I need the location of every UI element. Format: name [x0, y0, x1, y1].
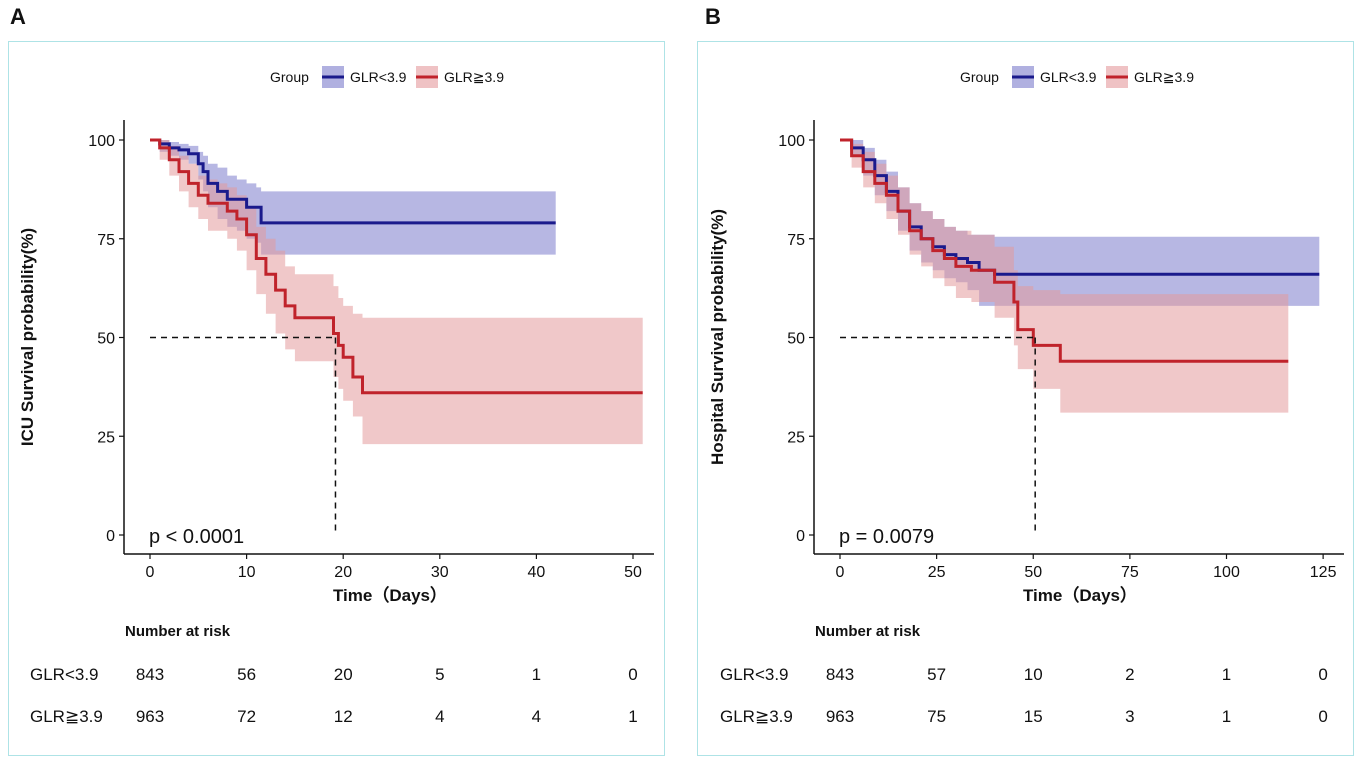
p0-y-tick-label: 25 — [97, 429, 115, 446]
p0-survival-curve-0 — [150, 138, 556, 225]
p0-p-value: p < 0.0001 — [149, 526, 244, 548]
p0-ci-band-1 — [150, 140, 643, 445]
p1-x-tick-label: 125 — [1310, 564, 1337, 581]
p0-legend-label-0: GLR<3.9 — [350, 69, 407, 85]
p0-y-tick-label: 0 — [106, 528, 115, 545]
p0-risk-value: 1 — [532, 665, 541, 684]
p0-risk-value: 5 — [435, 665, 444, 684]
p0-y-tick-label: 75 — [97, 232, 115, 249]
p1-ci-band-1 — [840, 140, 1289, 413]
p0-risk-value: 72 — [237, 707, 256, 726]
p1-survival-curve-1 — [840, 138, 1289, 363]
p0-risk-value: 12 — [334, 707, 353, 726]
p1-risk-row-label-0: GLR<3.9 — [720, 665, 789, 684]
p1-risk-value: 75 — [927, 707, 946, 726]
p1-x-axis-title: Time（Days） — [1023, 585, 1137, 605]
p0-legend-label-1: GLR≧3.9 — [444, 69, 504, 85]
panel-label-a: A — [10, 4, 26, 29]
p0-risk-value: 56 — [237, 665, 256, 684]
p0-risk-value: 843 — [136, 665, 164, 684]
p1-risk-value: 1 — [1222, 707, 1231, 726]
p0-risk-value: 1 — [628, 707, 637, 726]
p1-x-tick-label: 75 — [1121, 564, 1139, 581]
p0-survival-curve-1 — [150, 138, 643, 395]
p1-risk-value: 0 — [1318, 665, 1327, 684]
p1-y-tick-label: 0 — [796, 528, 805, 545]
p0-risk-value: 20 — [334, 665, 353, 684]
p1-risk-value: 15 — [1024, 707, 1043, 726]
p0-x-axis-title: Time（Days） — [333, 585, 447, 605]
p0-y-tick-label: 100 — [88, 133, 115, 150]
p0-x-tick-label: 30 — [431, 564, 449, 581]
p0-x-tick-label: 50 — [624, 564, 642, 581]
p1-legend-label-0: GLR<3.9 — [1040, 69, 1097, 85]
p1-x-tick-label: 50 — [1024, 564, 1042, 581]
p1-y-axis-title: Hospital Survival probability(%) — [708, 209, 727, 465]
p1-risk-value: 0 — [1318, 707, 1327, 726]
p0-legend-title: Group — [270, 69, 309, 85]
p0-risk-row-label-1: GLR≧3.9 — [30, 707, 103, 726]
p1-risk-value: 3 — [1125, 707, 1134, 726]
panel-a-frame — [8, 41, 665, 756]
p1-x-tick-label: 0 — [836, 564, 845, 581]
p1-risk-table-title: Number at risk — [815, 623, 921, 640]
p0-x-tick-label: 10 — [238, 564, 256, 581]
p1-x-tick-label: 100 — [1213, 564, 1240, 581]
p0-x-tick-label: 20 — [334, 564, 352, 581]
p0-risk-value: 0 — [628, 665, 637, 684]
p0-risk-value: 4 — [532, 707, 541, 726]
p1-risk-value: 1 — [1222, 665, 1231, 684]
p0-x-tick-label: 0 — [146, 564, 155, 581]
p1-y-tick-label: 100 — [778, 133, 805, 150]
p0-risk-row-label-0: GLR<3.9 — [30, 665, 99, 684]
p1-risk-value: 10 — [1024, 665, 1043, 684]
panel-label-b: B — [705, 4, 721, 29]
p1-x-tick-label: 25 — [928, 564, 946, 581]
p1-risk-value: 963 — [826, 707, 854, 726]
p0-risk-value: 4 — [435, 707, 444, 726]
p0-risk-value: 963 — [136, 707, 164, 726]
p1-y-tick-label: 25 — [787, 429, 805, 446]
p1-y-tick-label: 50 — [787, 331, 805, 348]
p1-risk-value: 843 — [826, 665, 854, 684]
p1-p-value: p = 0.0079 — [839, 526, 934, 548]
p1-risk-value: 2 — [1125, 665, 1134, 684]
p1-risk-row-label-1: GLR≧3.9 — [720, 707, 793, 726]
p1-risk-value: 57 — [927, 665, 946, 684]
p1-y-tick-label: 75 — [787, 232, 805, 249]
p0-risk-table-title: Number at risk — [125, 623, 231, 640]
panel-b-frame — [697, 41, 1354, 756]
p1-legend-label-1: GLR≧3.9 — [1134, 69, 1194, 85]
p0-y-axis-title: ICU Survival probability(%) — [18, 228, 37, 446]
p0-y-tick-label: 50 — [97, 331, 115, 348]
p1-legend-title: Group — [960, 69, 999, 85]
p0-x-tick-label: 40 — [528, 564, 546, 581]
